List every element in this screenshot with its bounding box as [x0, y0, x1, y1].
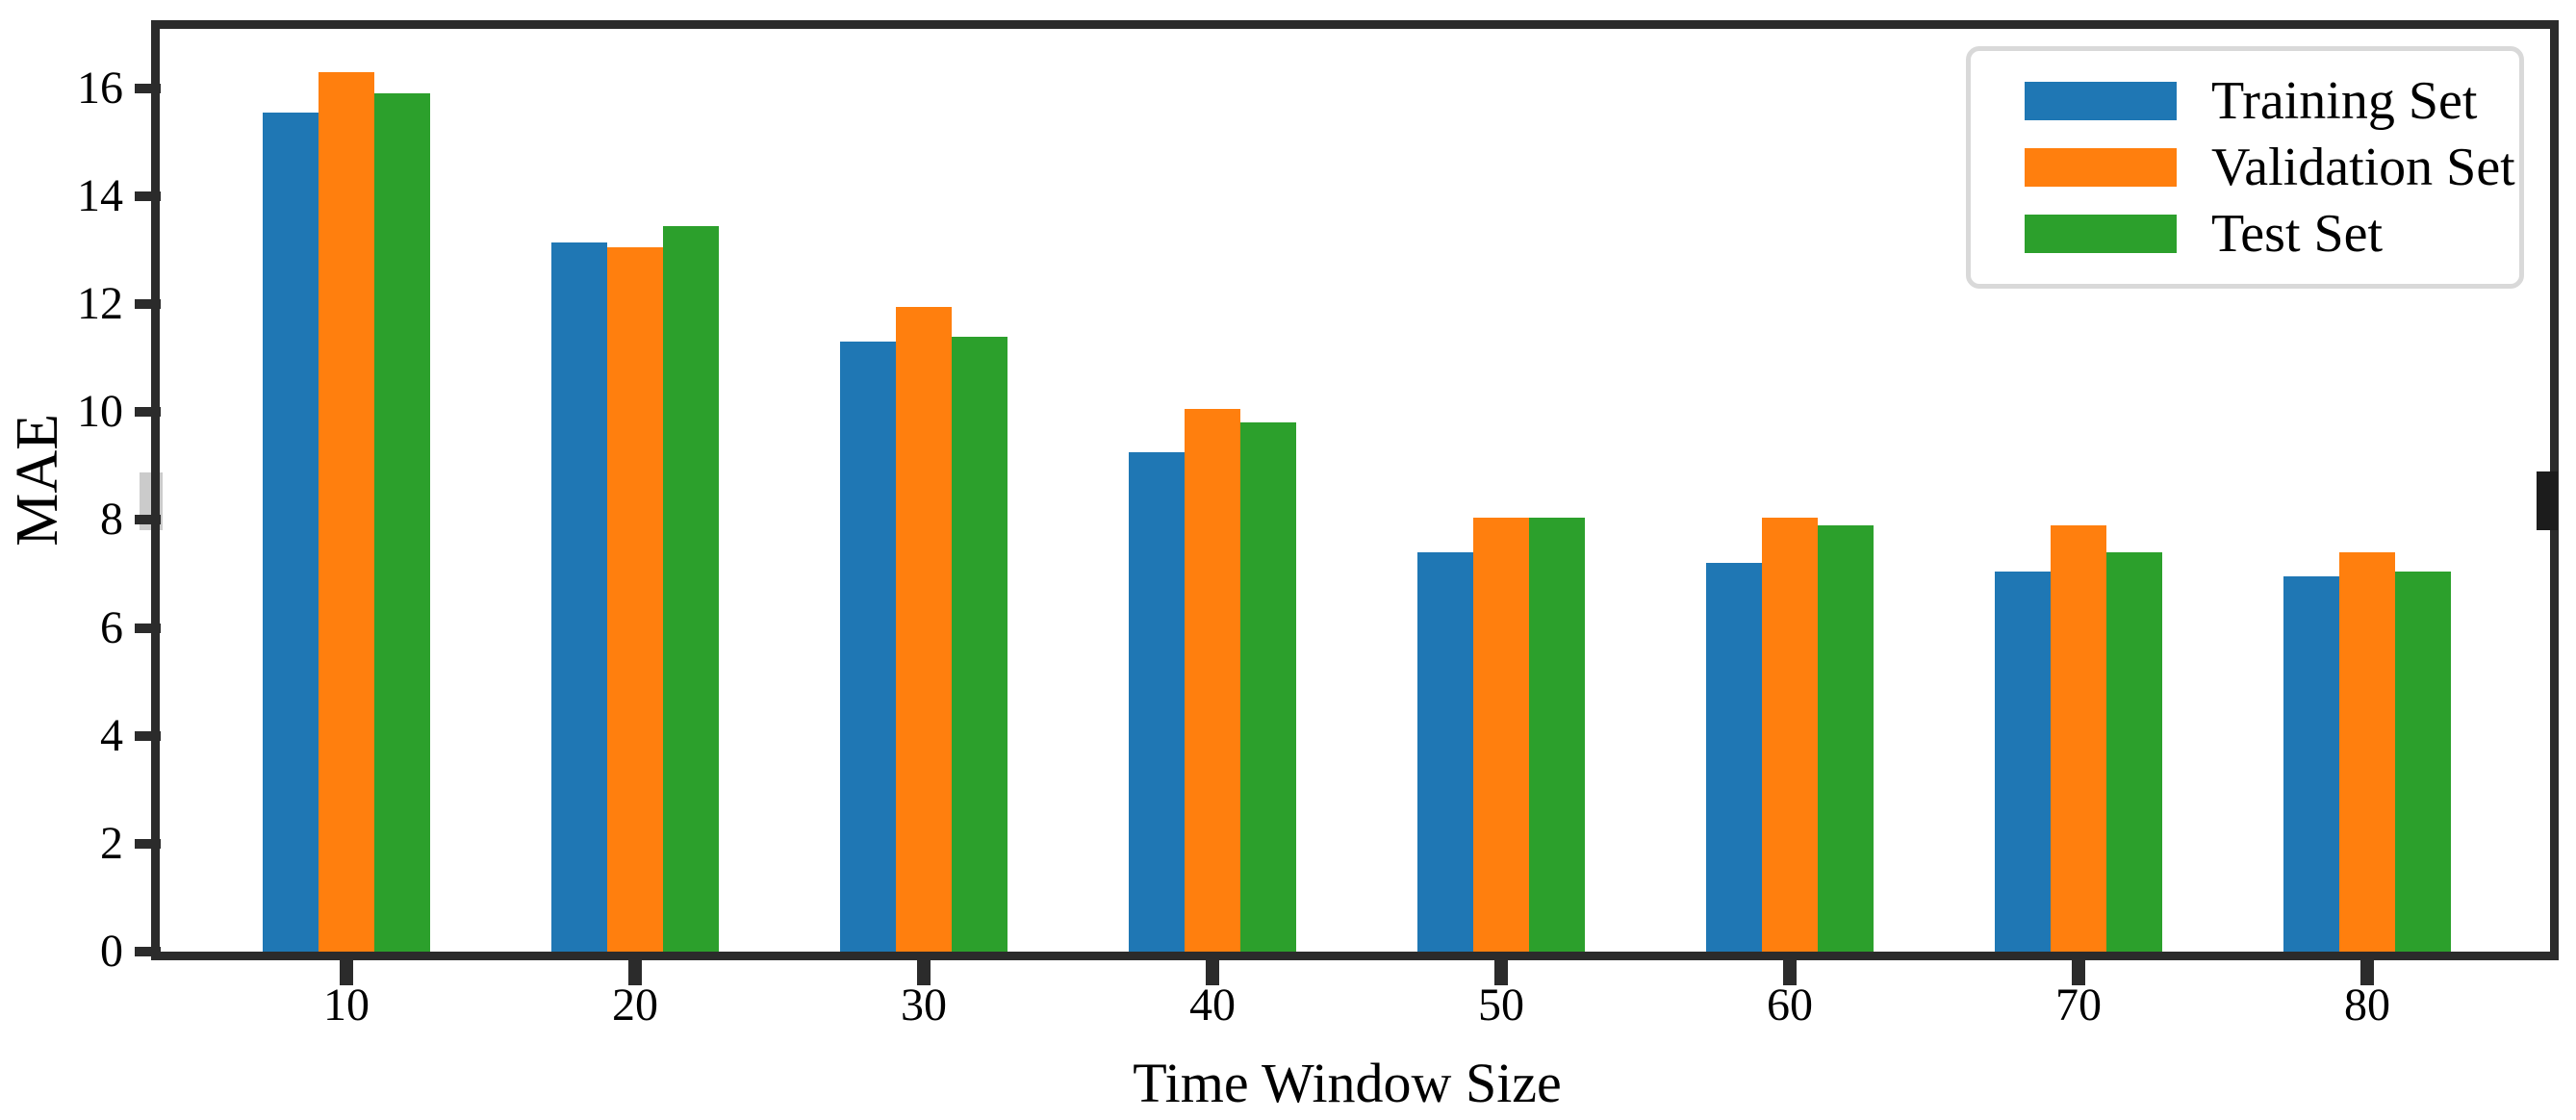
y-tick-mark [135, 623, 161, 633]
x-tick-label: 80 [2343, 980, 2390, 1031]
x-tick-label: 70 [2054, 980, 2102, 1031]
legend-row: Training Set [2025, 74, 2500, 128]
bar-training-set-80 [2283, 576, 2339, 952]
bar-validation-set-10 [318, 71, 374, 952]
x-tick-mark [1493, 960, 1508, 985]
bar-validation-set-60 [1761, 517, 1818, 952]
bar-training-set-70 [1994, 571, 2051, 952]
legend: Training Set Validation Set Test Set [1966, 46, 2524, 289]
x-tick-mark [916, 960, 931, 985]
legend-label: Test Set [2211, 204, 2384, 264]
plot-area: 0 2 4 6 8 10 12 14 16 10 20 30 40 50 60 70 80 Training Se… [77, 20, 2559, 1029]
y-tick-label: 2 [100, 817, 123, 869]
y-tick-label: 4 [100, 709, 123, 761]
x-tick-mark [340, 960, 353, 985]
y-tick-mark [135, 838, 161, 849]
x-tick-mark [2359, 960, 2374, 985]
y-tick-mark [135, 191, 161, 201]
y-tick-mark [135, 947, 161, 956]
legend-swatch-validation-set [2025, 148, 2177, 187]
y-tick-label: 12 [77, 278, 123, 330]
bar-training-set-40 [1128, 452, 1185, 952]
bar-test-set-40 [1239, 422, 1296, 952]
y-axis-label: MAE [5, 414, 70, 547]
bar-training-set-20 [550, 242, 607, 952]
legend-label: Training Set [2211, 71, 2478, 131]
y-tick-mark [135, 515, 161, 525]
bar-test-set-50 [1528, 517, 1585, 952]
y-tick-mark [135, 730, 161, 741]
x-tick-mark [2071, 960, 2085, 985]
bar-test-set-30 [951, 336, 1007, 952]
bar-training-set-30 [839, 342, 896, 952]
bar-test-set-70 [2105, 552, 2162, 952]
y-tick-label: 0 [100, 926, 123, 977]
legend-row: Validation Set [2025, 140, 2515, 194]
bar-training-set-10 [262, 112, 319, 952]
bar-validation-set-40 [1184, 409, 1240, 952]
y-tick-mark [135, 407, 161, 418]
x-tick-label: 40 [1188, 980, 1236, 1031]
bar-test-set-60 [1817, 524, 1874, 952]
y-tick-label: 6 [100, 601, 123, 653]
x-tick-mark [1205, 960, 1219, 985]
y-tick-mark [135, 299, 161, 310]
bar-training-set-50 [1416, 552, 1473, 952]
x-tick-mark [1782, 960, 1797, 985]
x-tick-label: 60 [1766, 980, 1813, 1031]
bar-validation-set-80 [2338, 552, 2395, 952]
legend-swatch-test-set [2025, 215, 2177, 253]
x-axis-label: Time Window Size [1133, 1052, 1562, 1114]
bar-validation-set-30 [895, 306, 952, 952]
legend-row: Test Set [2025, 207, 2500, 261]
right-spine-artifact [2537, 471, 2558, 530]
bar-validation-set-50 [1472, 517, 1529, 952]
x-tick-label: 50 [1477, 980, 1524, 1031]
y-tick-label: 10 [77, 386, 123, 438]
bar-validation-set-70 [2050, 524, 2106, 952]
y-tick-mark [135, 83, 161, 93]
x-tick-label: 30 [900, 980, 947, 1031]
bar-test-set-20 [662, 225, 719, 952]
x-tick-label: 10 [323, 980, 370, 1031]
bar-test-set-80 [2394, 571, 2451, 952]
bar-validation-set-20 [606, 247, 663, 952]
x-tick-label: 20 [611, 980, 658, 1031]
bar-training-set-60 [1705, 563, 1762, 952]
x-tick-mark [627, 960, 642, 985]
y-tick-label: 16 [77, 62, 123, 114]
legend-swatch-training-set [2025, 82, 2177, 120]
legend-label: Validation Set [2211, 138, 2515, 197]
y-tick-label: 8 [100, 494, 123, 546]
bar-test-set-10 [374, 93, 430, 952]
y-tick-label: 14 [77, 169, 123, 221]
